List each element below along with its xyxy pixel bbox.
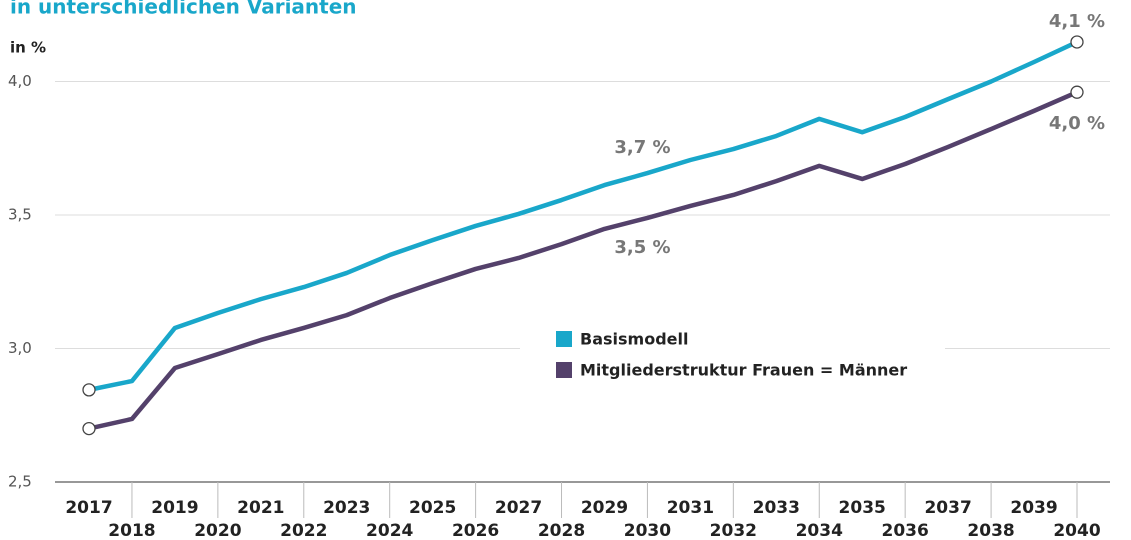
x-tick-label: 2038 bbox=[967, 521, 1014, 540]
end-marker bbox=[1070, 35, 1084, 49]
x-tick-label: 2027 bbox=[495, 498, 542, 518]
series-line bbox=[88, 90, 1078, 431]
x-tick-label: 2037 bbox=[924, 498, 971, 518]
x-tick-label: 2018 bbox=[108, 521, 155, 540]
x-tick-label: 2036 bbox=[882, 521, 929, 540]
legend-background bbox=[520, 322, 945, 388]
x-tick-label: 2019 bbox=[151, 498, 198, 518]
x-tick-label: 2031 bbox=[667, 498, 714, 518]
end-marker bbox=[82, 383, 96, 397]
x-tick-label: 2034 bbox=[796, 521, 843, 540]
x-tick-label: 2026 bbox=[452, 521, 499, 540]
x-tick-label: 2033 bbox=[753, 498, 800, 518]
x-tick-label: 2030 bbox=[624, 521, 671, 540]
value-label: 4,1 % bbox=[1049, 11, 1105, 32]
chart-title: in unterschiedlichen Varianten bbox=[10, 0, 357, 19]
legend-label: Mitgliederstruktur Frauen = Männer bbox=[580, 361, 907, 380]
y-tick-label: 3,5 bbox=[8, 206, 32, 224]
end-marker bbox=[1070, 85, 1084, 99]
legend-swatch bbox=[556, 331, 572, 347]
x-tick-label: 2028 bbox=[538, 521, 585, 540]
x-tick-label: 2039 bbox=[1010, 498, 1057, 518]
x-tick-label: 2020 bbox=[194, 521, 241, 540]
y-tick-label: 2,5 bbox=[8, 473, 32, 491]
x-tick-label: 2024 bbox=[366, 521, 413, 540]
series-line bbox=[88, 39, 1078, 393]
value-label: 4,0 % bbox=[1049, 113, 1105, 134]
x-tick-label: 2025 bbox=[409, 498, 456, 518]
x-tick-label: 2022 bbox=[280, 521, 327, 540]
y-tick-label: 4,0 bbox=[8, 72, 32, 90]
x-tick-label: 2021 bbox=[237, 498, 284, 518]
x-tick-label: 2032 bbox=[710, 521, 757, 540]
y-axis-label: in % bbox=[10, 39, 46, 57]
end-marker bbox=[82, 421, 96, 436]
x-tick-label: 2017 bbox=[65, 498, 112, 518]
legend-swatch bbox=[556, 362, 572, 378]
x-tick-label: 2040 bbox=[1053, 521, 1100, 540]
legend-label: Basismodell bbox=[580, 330, 688, 349]
x-tick-label: 2023 bbox=[323, 498, 370, 518]
value-label: 3,7 % bbox=[614, 137, 670, 158]
x-tick-label: 2029 bbox=[581, 498, 628, 518]
y-tick-label: 3,0 bbox=[8, 339, 32, 357]
x-tick-label: 2035 bbox=[839, 498, 886, 518]
value-label: 3,5 % bbox=[614, 237, 670, 258]
